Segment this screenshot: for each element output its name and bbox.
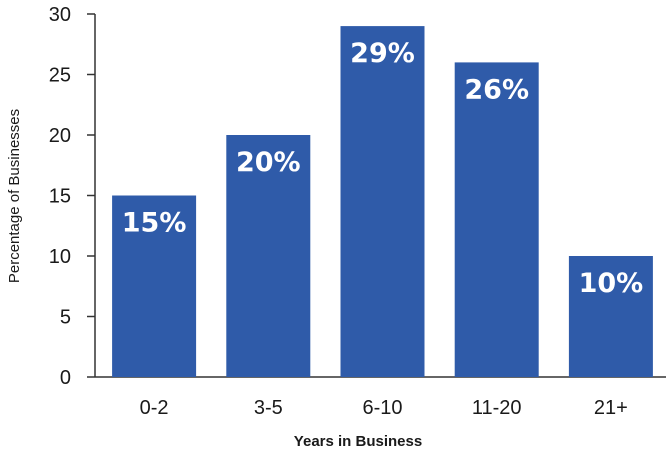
bar (340, 26, 425, 377)
bar (226, 135, 311, 377)
bar (112, 195, 197, 377)
x-axis-title: Years in Business (294, 433, 422, 450)
y-tick-label: 30 (49, 4, 71, 26)
y-tick-label: 10 (49, 246, 71, 268)
x-tick-label: 3-5 (254, 397, 283, 419)
bar-data-label: 15% (122, 208, 187, 239)
y-tick-label: 25 (49, 65, 71, 87)
bar-labels: 15% 20% 29% 26% 10% (122, 38, 643, 299)
bar (568, 256, 653, 377)
bar-data-label: 26% (464, 74, 529, 105)
bar-data-label: 10% (579, 268, 644, 299)
y-tick-label: 5 (60, 307, 71, 329)
y-axis-title: Percentage of Businesses (6, 109, 23, 283)
bar (454, 62, 539, 378)
bar-data-label: 29% (350, 38, 415, 69)
x-tick-label: 21+ (594, 397, 628, 419)
x-tick-label: 6-10 (362, 397, 402, 419)
bars (112, 26, 653, 378)
y-tick-label: 15 (49, 186, 71, 208)
bar-data-label: 20% (236, 147, 301, 178)
x-tick-label: 11-20 (472, 397, 522, 419)
y-tick-label: 20 (49, 125, 71, 147)
x-tick-label: 0-2 (140, 397, 169, 419)
y-axis: 0 5 10 15 20 25 30 (49, 4, 96, 389)
x-axis: 0-2 3-5 6-10 11-20 21+ (95, 376, 666, 419)
y-tick-label: 0 (60, 367, 71, 389)
